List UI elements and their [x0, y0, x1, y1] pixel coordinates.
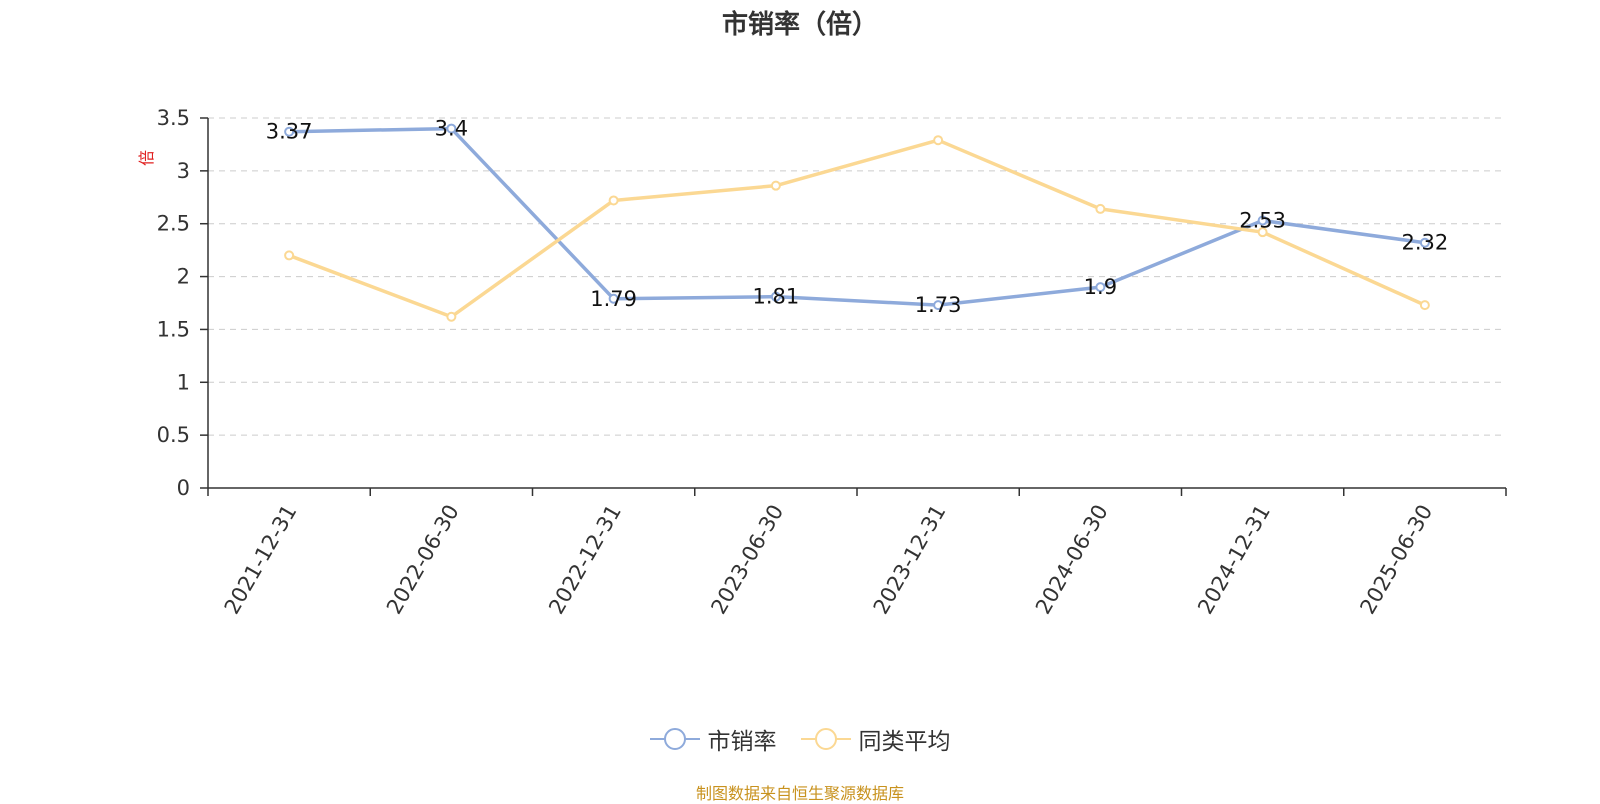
- series-2-point: [608, 195, 619, 206]
- series-1-data-label: 1.9: [1084, 275, 1117, 299]
- series-1-data-label: 2.53: [1239, 209, 1286, 233]
- y-tick-label: 3: [177, 159, 190, 183]
- series-2-point: [284, 250, 295, 261]
- x-tick-label: 2021-12-31: [220, 501, 302, 619]
- legend-item-series-2[interactable]: 同类平均: [800, 722, 951, 756]
- series-1-data-label: 1.79: [590, 287, 637, 311]
- series-1-point: [284, 126, 295, 137]
- y-tick-label: 1: [177, 370, 190, 394]
- series-1-point: [1095, 282, 1106, 293]
- x-tick-label: 2022-12-31: [544, 501, 626, 619]
- series-2-point: [933, 135, 944, 146]
- series-1-point: [770, 291, 781, 302]
- y-unit-label: 倍: [137, 150, 156, 166]
- y-tick-label: 2.5: [157, 212, 190, 236]
- x-tick-label: 2022-06-30: [382, 501, 464, 619]
- series-1-point: [933, 300, 944, 311]
- y-tick-label: 2: [177, 265, 190, 289]
- x-tick-label: 2024-06-30: [1031, 501, 1113, 619]
- legend: 市销率 同类平均: [0, 722, 1600, 756]
- series-1-data-label: 3.4: [435, 117, 468, 141]
- series-1-data-label: 2.32: [1401, 231, 1448, 255]
- series-1-point: [608, 293, 619, 304]
- series-1-point: [1419, 237, 1430, 248]
- series-1-data-label: 1.73: [915, 293, 962, 317]
- series-1-data-label: 3.37: [266, 120, 313, 144]
- series-2-point: [770, 180, 781, 191]
- source-note: 制图数据来自恒生聚源数据库: [695, 784, 904, 803]
- y-tick-label: 1.5: [157, 317, 190, 341]
- y-tick-label: 0.5: [157, 423, 190, 447]
- series-line-2: [288, 138, 1426, 319]
- legend-label-series-1: 市销率: [707, 729, 777, 755]
- series-1-point: [446, 123, 457, 134]
- legend-label-series-2: 同类平均: [858, 729, 951, 755]
- series-2-point: [446, 311, 457, 322]
- legend-marker-series-2: [800, 728, 851, 750]
- legend-marker-series-1: [649, 728, 700, 750]
- x-tick-label: 2023-12-31: [869, 501, 951, 619]
- series-line-1: [289, 126, 1426, 307]
- series-2-point: [1095, 203, 1106, 214]
- legend-item-series-1[interactable]: 市销率: [649, 722, 777, 756]
- x-tick-label: 2025-06-30: [1355, 501, 1437, 619]
- y-tick-label: 0: [177, 476, 190, 500]
- x-tick-label: 2023-06-30: [706, 501, 788, 619]
- series-1-data-label: 1.81: [752, 285, 799, 309]
- series-2-point: [1257, 227, 1268, 238]
- series-2-point: [1419, 300, 1430, 311]
- y-tick-label: 3.5: [157, 106, 190, 130]
- x-tick-label: 2024-12-31: [1193, 501, 1275, 619]
- chart-title: 市销率（倍）: [721, 10, 878, 40]
- series-1-point: [1257, 215, 1268, 226]
